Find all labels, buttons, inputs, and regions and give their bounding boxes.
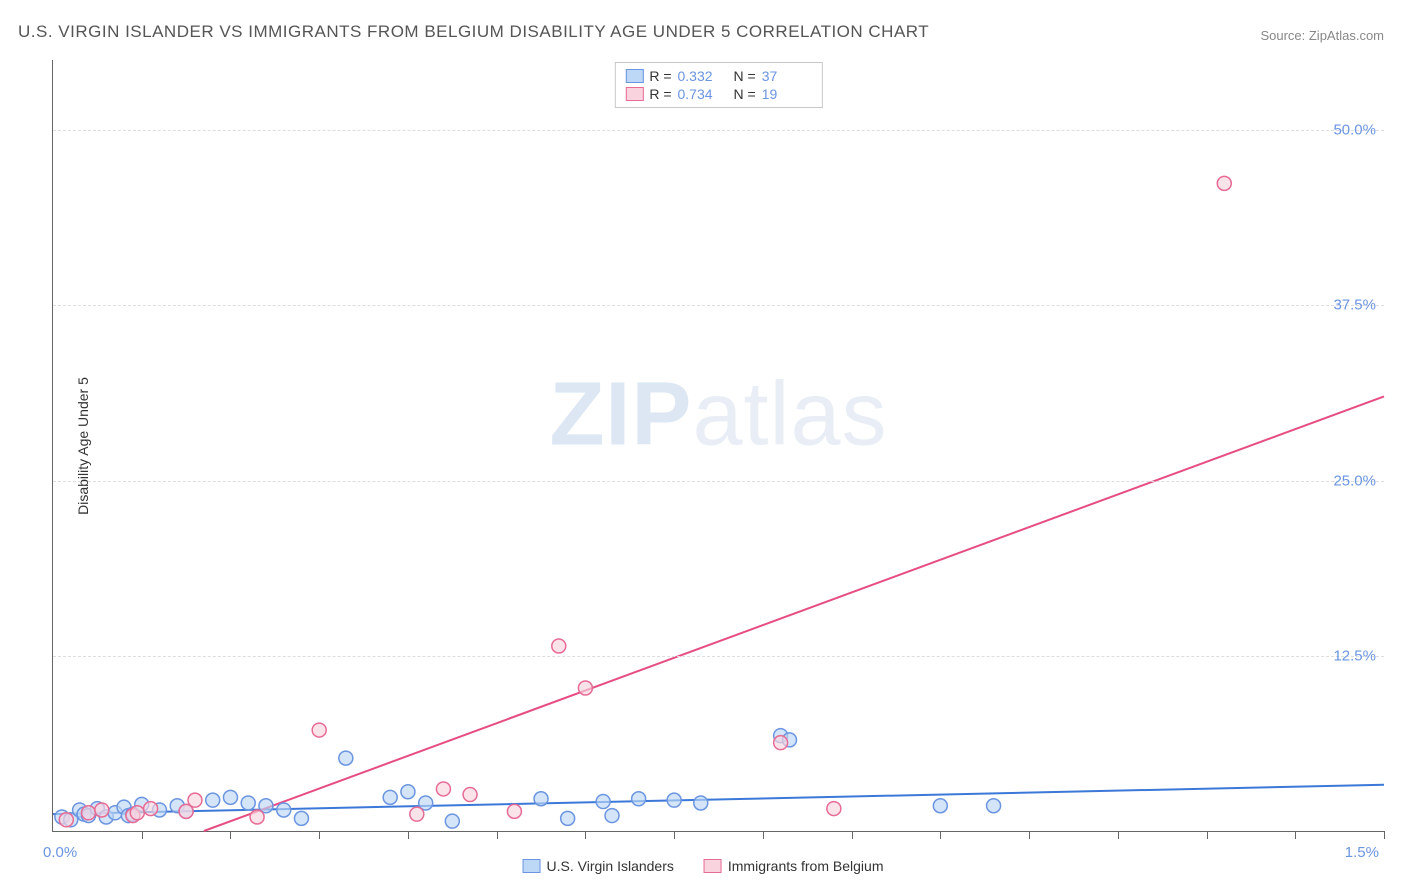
scatter-point [144, 802, 158, 816]
series-legend-item-belgium: Immigrants from Belgium [704, 858, 884, 874]
x-tick [1384, 831, 1385, 839]
scatter-point [632, 792, 646, 806]
series-legend-item-usvi: U.S. Virgin Islanders [523, 858, 674, 874]
series-legend-label: Immigrants from Belgium [728, 858, 884, 874]
x-tick [1029, 831, 1030, 839]
scatter-point [401, 785, 415, 799]
scatter-point [1217, 176, 1231, 190]
legend-swatch [523, 859, 541, 873]
gridline [53, 481, 1384, 482]
x-tick [852, 831, 853, 839]
scatter-point [436, 782, 450, 796]
scatter-point [339, 751, 353, 765]
x-origin-label: 0.0% [43, 844, 77, 861]
y-tick-label: 12.5% [1333, 647, 1376, 664]
scatter-point [188, 793, 202, 807]
x-tick [1118, 831, 1119, 839]
x-tick [497, 831, 498, 839]
scatter-point [552, 639, 566, 653]
y-tick-label: 37.5% [1333, 297, 1376, 314]
x-tick [674, 831, 675, 839]
x-tick [408, 831, 409, 839]
chart-container: U.S. VIRGIN ISLANDER VS IMMIGRANTS FROM … [0, 0, 1406, 892]
scatter-point [206, 793, 220, 807]
scatter-point [534, 792, 548, 806]
scatter-point [561, 811, 575, 825]
scatter-point [383, 790, 397, 804]
scatter-point [294, 811, 308, 825]
scatter-point [81, 806, 95, 820]
scatter-point [605, 809, 619, 823]
x-tick [763, 831, 764, 839]
series-legend: U.S. Virgin Islanders Immigrants from Bel… [523, 858, 884, 874]
scatter-point [578, 681, 592, 695]
scatter-point [223, 790, 237, 804]
scatter-point [95, 803, 109, 817]
x-tick [230, 831, 231, 839]
x-tick [142, 831, 143, 839]
x-tick [1207, 831, 1208, 839]
gridline [53, 656, 1384, 657]
scatter-point [463, 788, 477, 802]
scatter-point [596, 795, 610, 809]
scatter-point [130, 806, 144, 820]
x-max-label: 1.5% [1345, 844, 1379, 861]
y-tick-label: 50.0% [1333, 122, 1376, 139]
legend-swatch [704, 859, 722, 873]
scatter-point [250, 810, 264, 824]
plot-area: ZIPatlas R =0.332N =37R =0.734N =19 0.0%… [52, 60, 1384, 832]
trend-line-belgium [204, 396, 1384, 831]
scatter-point [445, 814, 459, 828]
y-tick-label: 25.0% [1333, 472, 1376, 489]
scatter-point [667, 793, 681, 807]
scatter-point [933, 799, 947, 813]
scatter-point [987, 799, 1001, 813]
scatter-point [410, 807, 424, 821]
scatter-point [241, 796, 255, 810]
gridline [53, 305, 1384, 306]
gridline [53, 130, 1384, 131]
scatter-point [507, 804, 521, 818]
series-legend-label: U.S. Virgin Islanders [547, 858, 674, 874]
plot-svg [53, 60, 1384, 831]
scatter-point [774, 736, 788, 750]
scatter-point [827, 802, 841, 816]
x-tick [585, 831, 586, 839]
x-tick [319, 831, 320, 839]
x-tick [940, 831, 941, 839]
scatter-point [312, 723, 326, 737]
scatter-point [694, 796, 708, 810]
source-credit: Source: ZipAtlas.com [1260, 28, 1384, 43]
x-tick [1295, 831, 1296, 839]
chart-title: U.S. VIRGIN ISLANDER VS IMMIGRANTS FROM … [18, 22, 929, 42]
scatter-point [277, 803, 291, 817]
scatter-point [59, 813, 73, 827]
